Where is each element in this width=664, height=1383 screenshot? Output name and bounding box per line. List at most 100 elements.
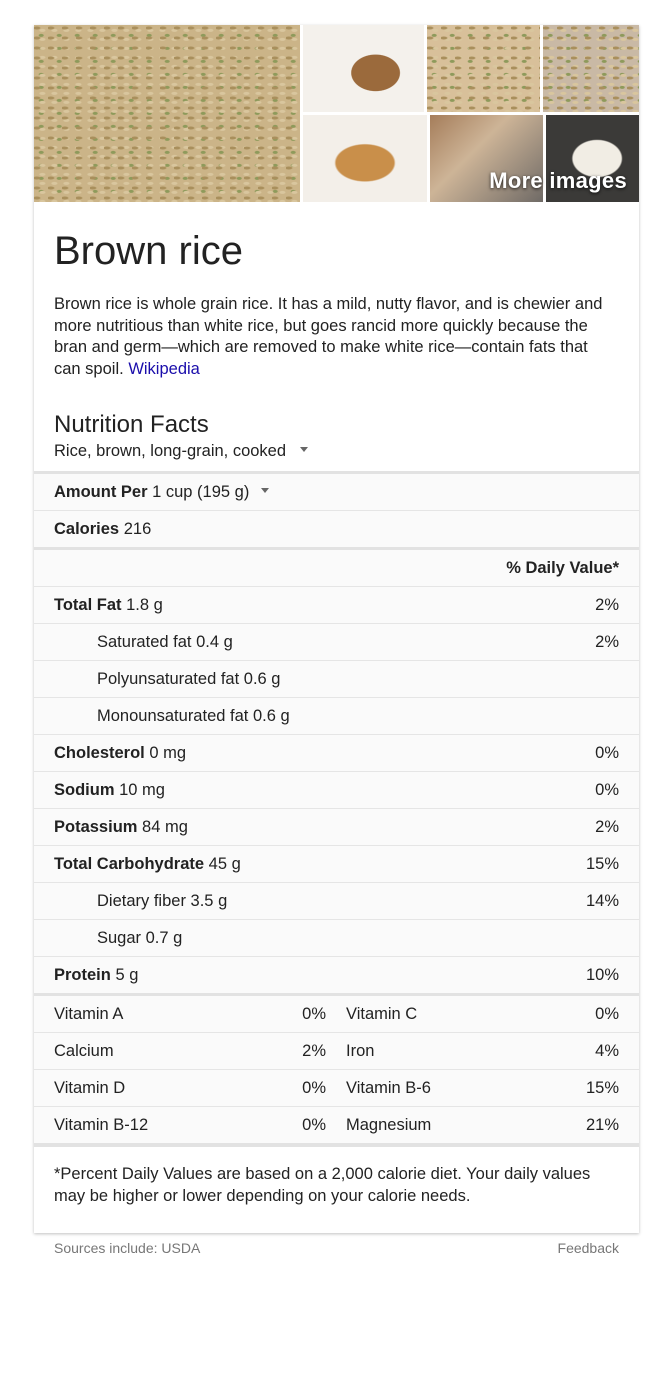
calories-row: Calories 216 [34, 510, 639, 547]
nutrition-facts-title: Nutrition Facts [54, 411, 209, 438]
nutrient-cell: Dietary fiber 3.5 g [97, 892, 227, 911]
vitamin-name: Vitamin B-12 [54, 1116, 149, 1134]
nutrient-row: Sodium 10 mg 0% [34, 771, 639, 808]
vitamin-name: Iron [346, 1042, 375, 1060]
vitamin-row: Calcium 2% Iron 4% [34, 1032, 639, 1069]
vitamin-value: 0% [302, 1005, 326, 1023]
feedback-link[interactable]: Feedback [557, 1240, 619, 1256]
image-rice-bowl[interactable] [546, 115, 639, 202]
vitamin-value: 2% [302, 1042, 326, 1060]
nutrient-label: Monounsaturated fat [97, 707, 249, 725]
nutrient-cell: Total Carbohydrate 45 g [54, 855, 241, 874]
vitamin-value: 4% [595, 1042, 619, 1060]
calories-value: 216 [123, 520, 152, 538]
daily-value-footnote: *Percent Daily Values are based on a 2,0… [54, 1165, 591, 1205]
vitamin-name: Calcium [54, 1042, 114, 1060]
nutrient-label: Cholesterol [54, 744, 145, 762]
nutrient-row: Total Fat 1.8 g 2% [34, 586, 639, 623]
image-cooked-brown-rice[interactable] [427, 25, 540, 112]
nutrient-daily-value: 10% [585, 966, 619, 984]
vitamin-row: Vitamin A 0% Vitamin C 0% [34, 993, 639, 1032]
nutrient-daily-value: 2% [595, 818, 619, 836]
entity-title: Brown rice [54, 229, 243, 273]
nutrient-label: Dietary fiber [97, 892, 186, 910]
daily-value-header-row: % Daily Value* [34, 547, 639, 586]
vitamin-value: 0% [595, 1005, 619, 1023]
nutrient-row: Total Carbohydrate 45 g 15% [34, 845, 639, 882]
nutrient-label: Polyunsaturated fat [97, 670, 240, 688]
nutrient-amount: 45 g [208, 855, 241, 873]
knowledge-panel: More images Brown rice Brown rice is who… [34, 25, 639, 1233]
vitamin-name: Vitamin D [54, 1079, 126, 1097]
entity-description: Brown rice is whole grain rice. It has a… [54, 294, 614, 380]
more-images-link[interactable]: More images [489, 168, 627, 193]
vitamin-row: Vitamin D 0% Vitamin B-6 15% [34, 1069, 639, 1106]
nutrient-label: Total Carbohydrate [54, 855, 205, 873]
nutrient-cell: Cholesterol 0 mg [54, 744, 186, 763]
nutrient-row: Potassium 84 mg 2% [34, 808, 639, 845]
nutrient-daily-value: 2% [595, 596, 619, 614]
nutrient-cell: Potassium 84 mg [54, 818, 188, 837]
serving-size-selector[interactable]: Amount Per 1 cup (195 g) [54, 483, 270, 502]
vitamin-value: 21% [585, 1116, 619, 1134]
nutrient-cell: Protein 5 g [54, 966, 138, 985]
vitamin-value: 15% [585, 1079, 619, 1097]
chevron-down-icon [261, 488, 270, 494]
vitamin-value: 0% [302, 1079, 326, 1097]
nutrition-table: Amount Per 1 cup (195 g) Calories 216 % … [34, 471, 639, 1147]
nutrient-label: Total Fat [54, 596, 122, 614]
nutrient-row: Sugar 0.7 g [34, 919, 639, 956]
food-selector-dropdown[interactable]: Rice, brown, long-grain, cooked [54, 442, 309, 461]
nutrient-label: Protein [54, 966, 111, 984]
nutrient-amount: 0.6 g [252, 707, 290, 725]
nutrient-amount: 5 g [115, 966, 139, 984]
nutrient-label: Sodium [54, 781, 115, 799]
image-brown-rice-plate[interactable] [303, 25, 424, 112]
nutrient-row: Protein 5 g 10% [34, 956, 639, 993]
nutrient-row: Cholesterol 0 mg 0% [34, 734, 639, 771]
nutrient-cell: Total Fat 1.8 g [54, 596, 163, 615]
amount-per-label: Amount Per [54, 483, 148, 501]
nutrient-daily-value: 14% [585, 892, 619, 910]
nutrient-daily-value: 0% [595, 781, 619, 799]
vitamin-name: Vitamin A [54, 1005, 124, 1023]
nutrient-amount: 0.7 g [145, 929, 183, 947]
nutrient-daily-value: 2% [595, 633, 619, 651]
serving-size-row[interactable]: Amount Per 1 cup (195 g) [34, 471, 639, 510]
nutrient-row: Monounsaturated fat 0.6 g [34, 697, 639, 734]
description-text: Brown rice is whole grain rice. It has a… [54, 295, 603, 378]
nutrient-row: Dietary fiber 3.5 g 14% [34, 882, 639, 919]
nutrient-cell: Saturated fat 0.4 g [97, 633, 233, 652]
nutrient-amount: 1.8 g [126, 596, 163, 614]
vitamin-name: Magnesium [346, 1116, 432, 1134]
nutrient-cell: Sodium 10 mg [54, 781, 165, 800]
vitamin-name: Vitamin B-6 [346, 1079, 431, 1097]
image-fried-rice-plate[interactable] [303, 115, 427, 202]
vitamin-value: 0% [302, 1116, 326, 1134]
nutrient-amount: 0 mg [149, 744, 187, 762]
nutrient-daily-value: 15% [585, 855, 619, 873]
vitamin-name: Vitamin C [346, 1005, 418, 1023]
nutrient-cell: Polyunsaturated fat 0.6 g [97, 670, 280, 689]
image-brown-rice-bowl[interactable] [543, 25, 639, 112]
nutrient-amount: 84 mg [142, 818, 188, 836]
wikipedia-link[interactable]: Wikipedia [128, 359, 200, 378]
nutrient-amount: 3.5 g [190, 892, 228, 910]
nutrient-daily-value: 0% [595, 744, 619, 762]
nutrient-amount: 0.4 g [196, 633, 233, 651]
food-selector-label: Rice, brown, long-grain, cooked [54, 442, 287, 460]
nutrient-label: Sugar [97, 929, 142, 947]
nutrient-cell: Sugar 0.7 g [97, 929, 182, 948]
sources-note: Sources include: USDA [54, 1240, 201, 1256]
nutrient-amount: 0.6 g [243, 670, 281, 688]
daily-value-header-text: % Daily Value* [506, 559, 619, 577]
calories-cell: Calories 216 [54, 520, 151, 539]
image-brown-rice-grains[interactable] [34, 25, 300, 202]
nutrient-label: Potassium [54, 818, 138, 836]
daily-value-header: % Daily Value* [506, 559, 619, 578]
image-rice-jar[interactable] [430, 115, 543, 202]
calories-label: Calories [54, 520, 120, 538]
nutrient-row: Polyunsaturated fat 0.6 g [34, 660, 639, 697]
nutrient-label: Saturated fat [97, 633, 192, 651]
chevron-down-icon [300, 447, 309, 453]
